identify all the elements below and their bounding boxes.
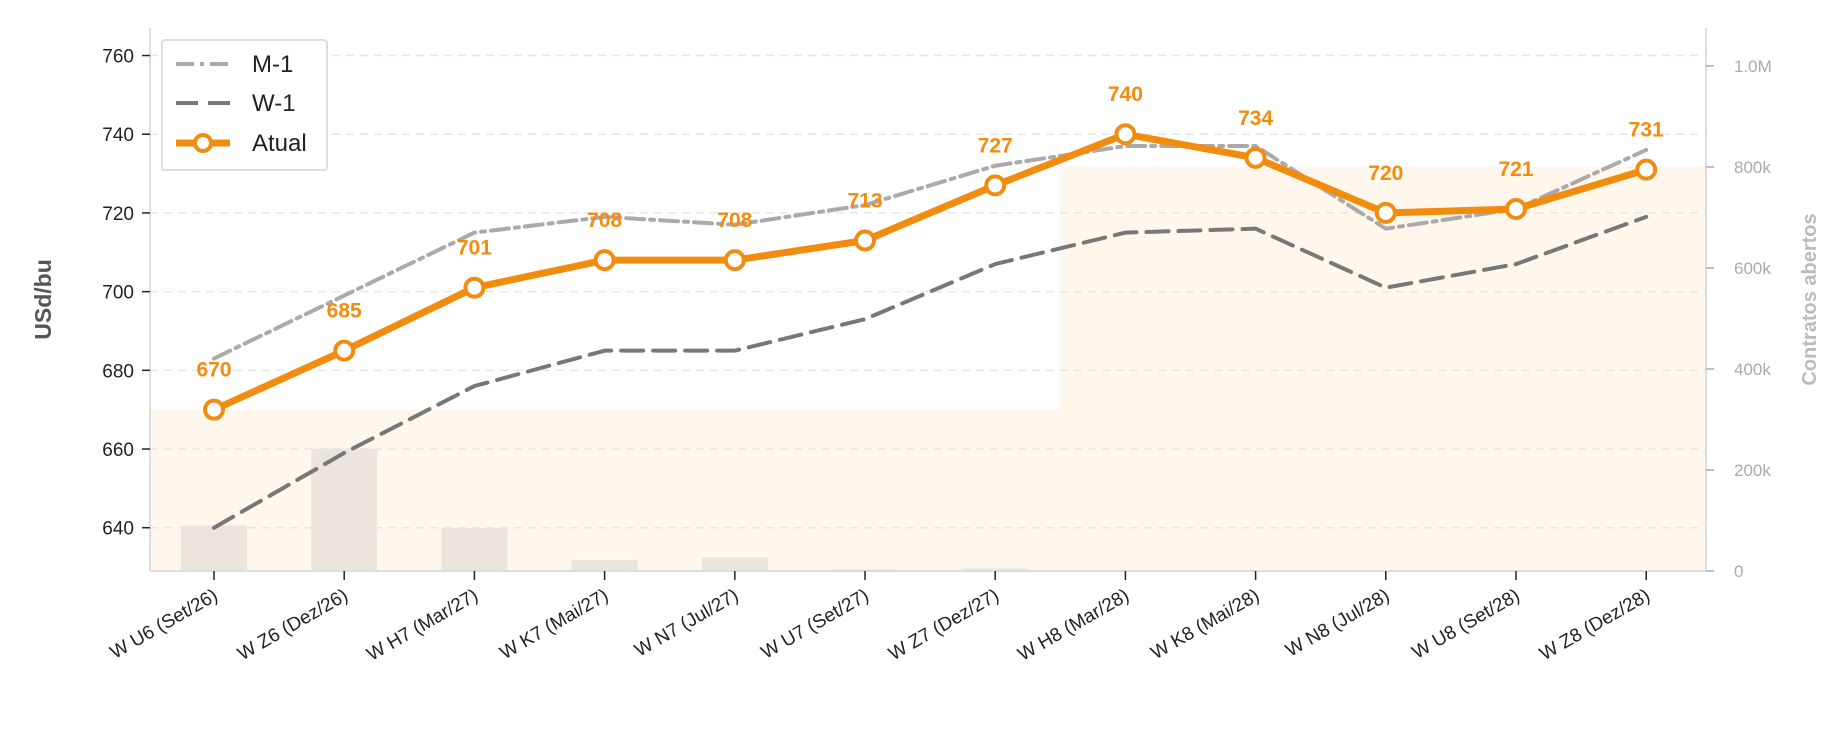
series-marker (463, 276, 486, 299)
left-tick-label: 720 (102, 204, 134, 225)
legend-label: W-1 (252, 90, 296, 117)
right-tick-label: 1.0M (1734, 57, 1772, 76)
right-tick-label: 600k (1734, 259, 1771, 278)
legend-label: M-1 (252, 51, 293, 78)
series-marker (1635, 158, 1658, 181)
open-interest-bar (441, 528, 508, 571)
legend: M-1 W-1 Atual (161, 39, 328, 171)
series-line-m-1 (212, 144, 1649, 361)
right-tick-label: 200k (1734, 461, 1771, 480)
data-label: 670 (196, 359, 231, 382)
series-marker (1244, 146, 1267, 169)
left-tick-label: 660 (102, 440, 134, 461)
legend-marker (193, 133, 213, 153)
series-marker (593, 249, 616, 272)
data-label: 727 (978, 134, 1013, 157)
series-marker (723, 249, 746, 272)
data-label: 740 (1108, 83, 1143, 106)
open-interest-area-fill (150, 166, 1706, 571)
right-tick-label: 800k (1734, 158, 1771, 177)
series-lines (203, 123, 1658, 530)
series-line-atual (210, 130, 1650, 414)
open-interest-bar (311, 448, 378, 571)
data-label: 708 (717, 209, 752, 232)
left-tick-label: 640 (102, 519, 134, 540)
legend-label: Atual (252, 130, 307, 157)
right-tick-label: 400k (1734, 360, 1771, 379)
data-label: 720 (1368, 162, 1403, 185)
y-axis-title: USd/bu (30, 259, 56, 340)
series-marker (1374, 201, 1397, 224)
data-label: 713 (847, 189, 882, 212)
left-tick-label: 700 (102, 283, 134, 304)
open-interest-bar (962, 568, 1029, 571)
open-interest-bar (571, 559, 638, 571)
series-marker (984, 174, 1007, 197)
series-marker (1114, 123, 1137, 146)
series-marker (203, 398, 225, 421)
right-tick-label: 0 (1734, 562, 1743, 581)
left-tick-label: 740 (102, 125, 134, 146)
data-label: 685 (327, 300, 362, 323)
left-tick-label: 680 (102, 361, 134, 382)
data-label: 731 (1629, 119, 1664, 142)
y2-axis-title: Contratos abertos (1799, 213, 1821, 385)
series-marker (854, 229, 876, 252)
data-label: 701 (457, 237, 492, 260)
series-line-w-1 (212, 214, 1649, 530)
open-interest-bar (701, 557, 768, 571)
data-label: 734 (1238, 107, 1273, 130)
open-interest-bars (181, 448, 1029, 571)
open-interest-area (150, 166, 1706, 571)
series-marker (1505, 198, 1527, 220)
open-interest-bar (181, 525, 247, 571)
data-labels: 670 685 701 708 708 713 727 740 734 720 721 731 (196, 83, 1664, 381)
left-tick-label: 760 (102, 47, 134, 68)
series-marker (333, 339, 356, 362)
data-label: 721 (1498, 158, 1533, 181)
data-label: 708 (587, 209, 622, 232)
